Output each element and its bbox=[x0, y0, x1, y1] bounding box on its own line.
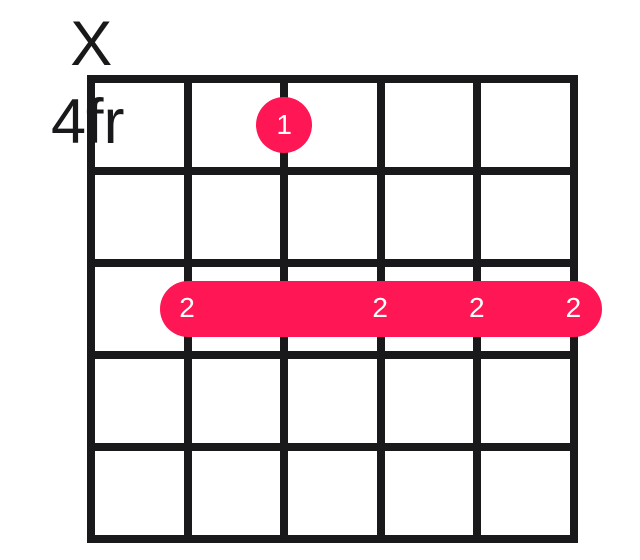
finger-dot-1-label: 1 bbox=[276, 109, 292, 141]
starting-fret-label: 4fr bbox=[51, 86, 125, 158]
barre-label-string-2: 2 bbox=[179, 292, 195, 324]
mute-mark-string-1: X bbox=[70, 8, 112, 80]
barre-label-string-5: 2 bbox=[469, 292, 485, 324]
chord-diagram: X 4fr 1 2 2 2 2 bbox=[0, 0, 640, 560]
finger-dot-1: 1 bbox=[256, 97, 312, 153]
barre-label-string-4: 2 bbox=[372, 292, 388, 324]
barre-label-string-6: 2 bbox=[566, 292, 582, 324]
